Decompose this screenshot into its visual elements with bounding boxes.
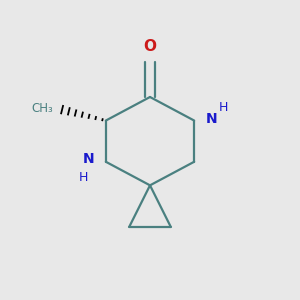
Text: H: H	[219, 101, 228, 114]
Text: H: H	[79, 172, 88, 184]
Text: N: N	[82, 152, 94, 166]
Text: CH₃: CH₃	[31, 102, 53, 115]
Text: O: O	[143, 39, 157, 54]
Text: N: N	[206, 112, 218, 126]
